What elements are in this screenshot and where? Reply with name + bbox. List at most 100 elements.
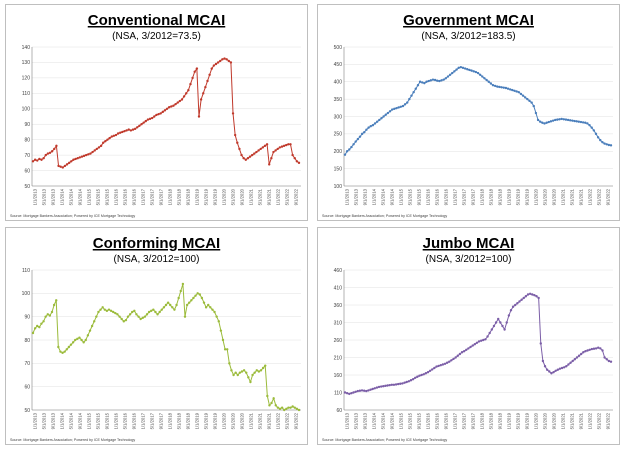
data-point: [556, 118, 559, 121]
x-tick-label: 1/1/2022: [587, 412, 592, 429]
data-point: [108, 136, 111, 140]
data-point: [426, 371, 430, 374]
data-point: [601, 141, 604, 144]
data-point: [444, 77, 448, 80]
data-point: [440, 79, 443, 82]
data-point: [142, 121, 145, 124]
data-point: [515, 90, 518, 93]
data-point: [503, 328, 506, 331]
x-tick-label: 9/1/2015: [104, 412, 109, 429]
data-point: [154, 310, 157, 314]
data-point: [295, 407, 299, 411]
data-point: [409, 379, 413, 382]
x-tick-label: 9/1/2018: [497, 188, 502, 205]
data-point: [55, 299, 58, 302]
data-point: [247, 376, 250, 379]
x-tick-label: 5/1/2013: [353, 188, 358, 205]
data-point: [605, 143, 608, 146]
data-point: [377, 385, 381, 389]
y-tick-label: 200: [334, 149, 343, 155]
data-point: [89, 152, 92, 155]
data-point: [120, 317, 123, 321]
data-point: [356, 389, 359, 393]
y-tick-label: 160: [334, 373, 343, 379]
y-tick-label: 70: [24, 153, 30, 159]
data-point: [173, 308, 176, 311]
data-point: [164, 303, 168, 307]
y-tick-label: 410: [334, 285, 343, 291]
data-point: [494, 321, 498, 324]
series-line: [344, 66, 612, 155]
data-point: [501, 324, 504, 328]
data-point: [423, 81, 426, 85]
data-point: [384, 113, 387, 116]
data-point: [36, 324, 39, 328]
data-point: [102, 141, 105, 144]
data-point: [365, 389, 368, 393]
data-point: [371, 387, 374, 391]
chart-svg-jumbo: Jumbo MCAI (NSA, 3/2012=100) 60 110 160 210 26…: [322, 235, 613, 442]
x-tick-label: 1/1/2021: [560, 188, 565, 205]
data-point: [435, 365, 438, 368]
data-point: [155, 113, 158, 117]
x-tick-label: 5/1/2013: [41, 188, 46, 205]
data-point: [499, 321, 502, 324]
x-tick-label: 5/1/2021: [569, 188, 574, 205]
data-point: [228, 362, 231, 365]
data-point: [388, 110, 392, 113]
y-tick-label: 250: [334, 132, 343, 138]
x-tick-label: 1/1/2019: [194, 188, 199, 205]
x-tick-label: 5/1/2020: [542, 412, 547, 429]
data-point: [270, 157, 273, 160]
x-tick-label: 9/1/2019: [212, 412, 217, 429]
data-point: [48, 314, 52, 317]
data-point: [158, 310, 161, 314]
data-point: [141, 316, 144, 320]
x-tick-label: 1/1/2016: [425, 412, 430, 429]
data-point: [586, 122, 589, 125]
x-tick-label: 1/1/2016: [425, 188, 430, 205]
data-point: [504, 86, 508, 90]
x-tick-label: 1/1/2018: [479, 188, 484, 205]
data-point: [445, 361, 449, 364]
data-point: [473, 343, 477, 346]
data-point: [129, 129, 133, 132]
data-point: [219, 59, 222, 63]
data-point: [455, 68, 458, 71]
x-tick-label: 5/1/2018: [176, 188, 181, 205]
data-point: [38, 325, 41, 329]
x-tick-label: 5/1/2017: [149, 188, 154, 205]
data-point: [99, 308, 102, 311]
data-point: [348, 148, 351, 151]
data-point: [82, 341, 85, 344]
data-point: [369, 388, 372, 391]
data-point: [384, 384, 387, 388]
data-point: [410, 94, 413, 97]
data-point: [55, 144, 58, 148]
data-point: [438, 79, 441, 83]
chart-svg-conforming: Conforming MCAI (NSA, 3/2012=100) 50 60 70 80…: [10, 235, 301, 442]
x-tick-label: 9/1/2019: [524, 412, 529, 429]
data-point: [112, 310, 115, 314]
x-tick-label: 5/1/2014: [68, 412, 73, 429]
data-point: [238, 147, 241, 151]
data-point: [255, 150, 258, 154]
x-tick-label: 1/1/2020: [533, 188, 538, 205]
data-point: [584, 121, 587, 124]
data-point: [248, 155, 252, 158]
data-point: [148, 117, 152, 121]
data-point: [365, 128, 368, 131]
data-point: [469, 345, 472, 349]
data-point: [163, 109, 167, 112]
data-point: [297, 161, 301, 165]
data-point: [405, 380, 408, 384]
data-point: [97, 310, 100, 314]
data-point: [87, 153, 90, 156]
data-point: [523, 96, 527, 99]
data-point: [40, 158, 43, 161]
data-point: [139, 317, 142, 321]
data-point: [521, 94, 525, 97]
data-point: [109, 309, 113, 313]
data-point: [31, 331, 35, 335]
y-tick-label: 400: [334, 80, 343, 86]
